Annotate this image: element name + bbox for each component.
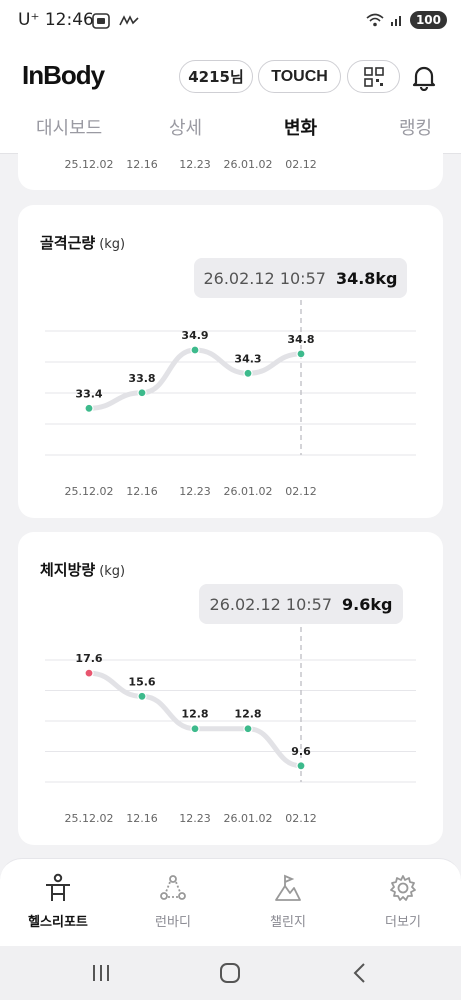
x-tick-label: 26.01.02 (224, 485, 273, 498)
carrier-label: U⁺ (18, 10, 40, 30)
muscle-mass-card: 골격근량 (kg) 26.02.12 10:57 34.8kg 33.4 33.8 3… (18, 205, 443, 518)
data-point (137, 691, 147, 701)
data-point (84, 668, 94, 678)
data-point (84, 403, 94, 413)
user-button[interactable]: 4215님 (179, 60, 253, 93)
recent-apps-icon[interactable] (91, 963, 111, 983)
data-point (243, 724, 253, 734)
app-header: InBody 4215님 TOUCH (0, 44, 461, 108)
x-tick-label: 12.23 (179, 485, 211, 498)
x-tick-label: 12.16 (126, 158, 158, 171)
x-tick-label: 02.12 (285, 158, 317, 171)
chart-tooltip: 26.02.12 10:57 9.6kg (199, 584, 403, 624)
bottom-navigation: 헬스리포트 런바디 챌린지 더보기 (0, 858, 461, 946)
status-bar: U⁺ 12:46 100 (0, 0, 461, 44)
data-label: 33.8 (128, 372, 155, 385)
chart-title: 골격근량 (40, 234, 96, 252)
chart-title: 체지방량 (40, 561, 96, 579)
chart-tooltip: 26.02.12 10:57 34.8kg (194, 258, 407, 298)
data-point (296, 349, 306, 359)
tab-detail[interactable]: 상세 (169, 118, 203, 139)
signal-icon (390, 16, 401, 26)
status-time: U⁺ 12:46 (18, 10, 94, 30)
x-tick-label: 12.16 (126, 812, 158, 825)
nav-label: 런바디 (155, 915, 191, 930)
tooltip-date: 26.02.12 10:57 (209, 594, 332, 614)
bell-icon[interactable] (410, 63, 438, 91)
gear-icon (390, 875, 416, 901)
back-icon[interactable] (350, 962, 370, 984)
muscle-mass-chart[interactable]: 33.4 33.8 34.9 34.3 34.8 25.12.02 12.16 12.23 26… (18, 205, 443, 518)
nav-label: 더보기 (385, 915, 421, 930)
card-title: 체지방량 (kg) (40, 559, 125, 580)
qr-button[interactable] (347, 60, 400, 93)
nav-challenge[interactable]: 챌린지 (243, 873, 333, 930)
nav-runbody[interactable]: 런바디 (128, 873, 218, 930)
screenshot-icon (92, 13, 110, 29)
data-label: 12.8 (181, 708, 208, 721)
data-point (190, 345, 200, 355)
body-fat-chart[interactable]: 17.6 15.6 12.8 12.8 9.6 25.12.02 12.16 12.23 26.… (18, 532, 443, 845)
tooltip-value: 9.6kg (342, 594, 393, 614)
data-label: 34.9 (181, 329, 208, 342)
body-fat-card: 체지방량 (kg) 26.02.12 10:57 9.6kg 17.6 15.6 12… (18, 532, 443, 845)
chart-unit: (kg) (99, 237, 126, 252)
nav-health-report[interactable]: 헬스리포트 (13, 873, 103, 930)
x-tick-label: 02.12 (285, 485, 317, 498)
tab-ranking[interactable]: 랭킹 (399, 118, 433, 139)
data-label: 12.8 (234, 708, 261, 721)
home-icon[interactable] (219, 962, 241, 984)
data-label: 17.6 (75, 652, 102, 665)
data-label: 9.6 (291, 745, 311, 758)
tooltip-value: 34.8kg (335, 268, 398, 288)
x-tick-label: 12.23 (179, 812, 211, 825)
previous-chart-card: 25.12.02 12.16 12.23 26.01.02 02.12 (18, 140, 443, 190)
data-point (137, 388, 147, 398)
data-label: 34.3 (234, 352, 261, 365)
clock: 12:46 (44, 10, 94, 30)
card-title: 골격근량 (kg) (40, 232, 125, 253)
data-label: 33.4 (75, 387, 102, 400)
notification-icons (92, 13, 140, 29)
x-tick-label: 02.12 (285, 812, 317, 825)
nav-more[interactable]: 더보기 (358, 873, 448, 930)
data-point (190, 724, 200, 734)
tab-dashboard[interactable]: 대시보드 (36, 118, 103, 139)
wifi-icon (366, 13, 384, 27)
data-label: 34.8 (287, 333, 314, 346)
x-tick-label: 25.12.02 (65, 812, 114, 825)
status-right: 100 (366, 11, 447, 29)
series-line (86, 347, 304, 411)
inbody-logo: InBody (22, 60, 105, 90)
previous-chart-axis: 25.12.02 12.16 12.23 26.01.02 02.12 (65, 158, 317, 171)
person-report-icon (46, 873, 70, 901)
data-point (296, 761, 306, 771)
app-notification-icon (119, 15, 139, 26)
x-tick-label: 25.12.02 (65, 485, 114, 498)
x-tick-label: 12.16 (126, 485, 158, 498)
data-point (243, 368, 253, 378)
chart-unit: (kg) (99, 564, 126, 579)
x-tick-label: 26.01.02 (224, 158, 273, 171)
nav-label: 챌린지 (270, 915, 306, 930)
x-tick-label: 12.23 (179, 158, 211, 171)
touch-button[interactable]: TOUCH (258, 60, 341, 93)
system-navigation-bar (0, 946, 461, 1000)
qr-code-icon (363, 66, 384, 87)
nav-label: 헬스리포트 (28, 915, 88, 930)
tab-change[interactable]: 변화 (284, 118, 318, 139)
x-tick-label: 25.12.02 (65, 158, 114, 171)
tooltip-date: 26.02.12 10:57 (203, 268, 326, 288)
runbody-icon (160, 875, 186, 900)
data-label: 15.6 (128, 675, 155, 688)
battery-indicator: 100 (409, 11, 447, 29)
x-tick-label: 26.01.02 (224, 812, 273, 825)
challenge-icon (275, 874, 301, 901)
